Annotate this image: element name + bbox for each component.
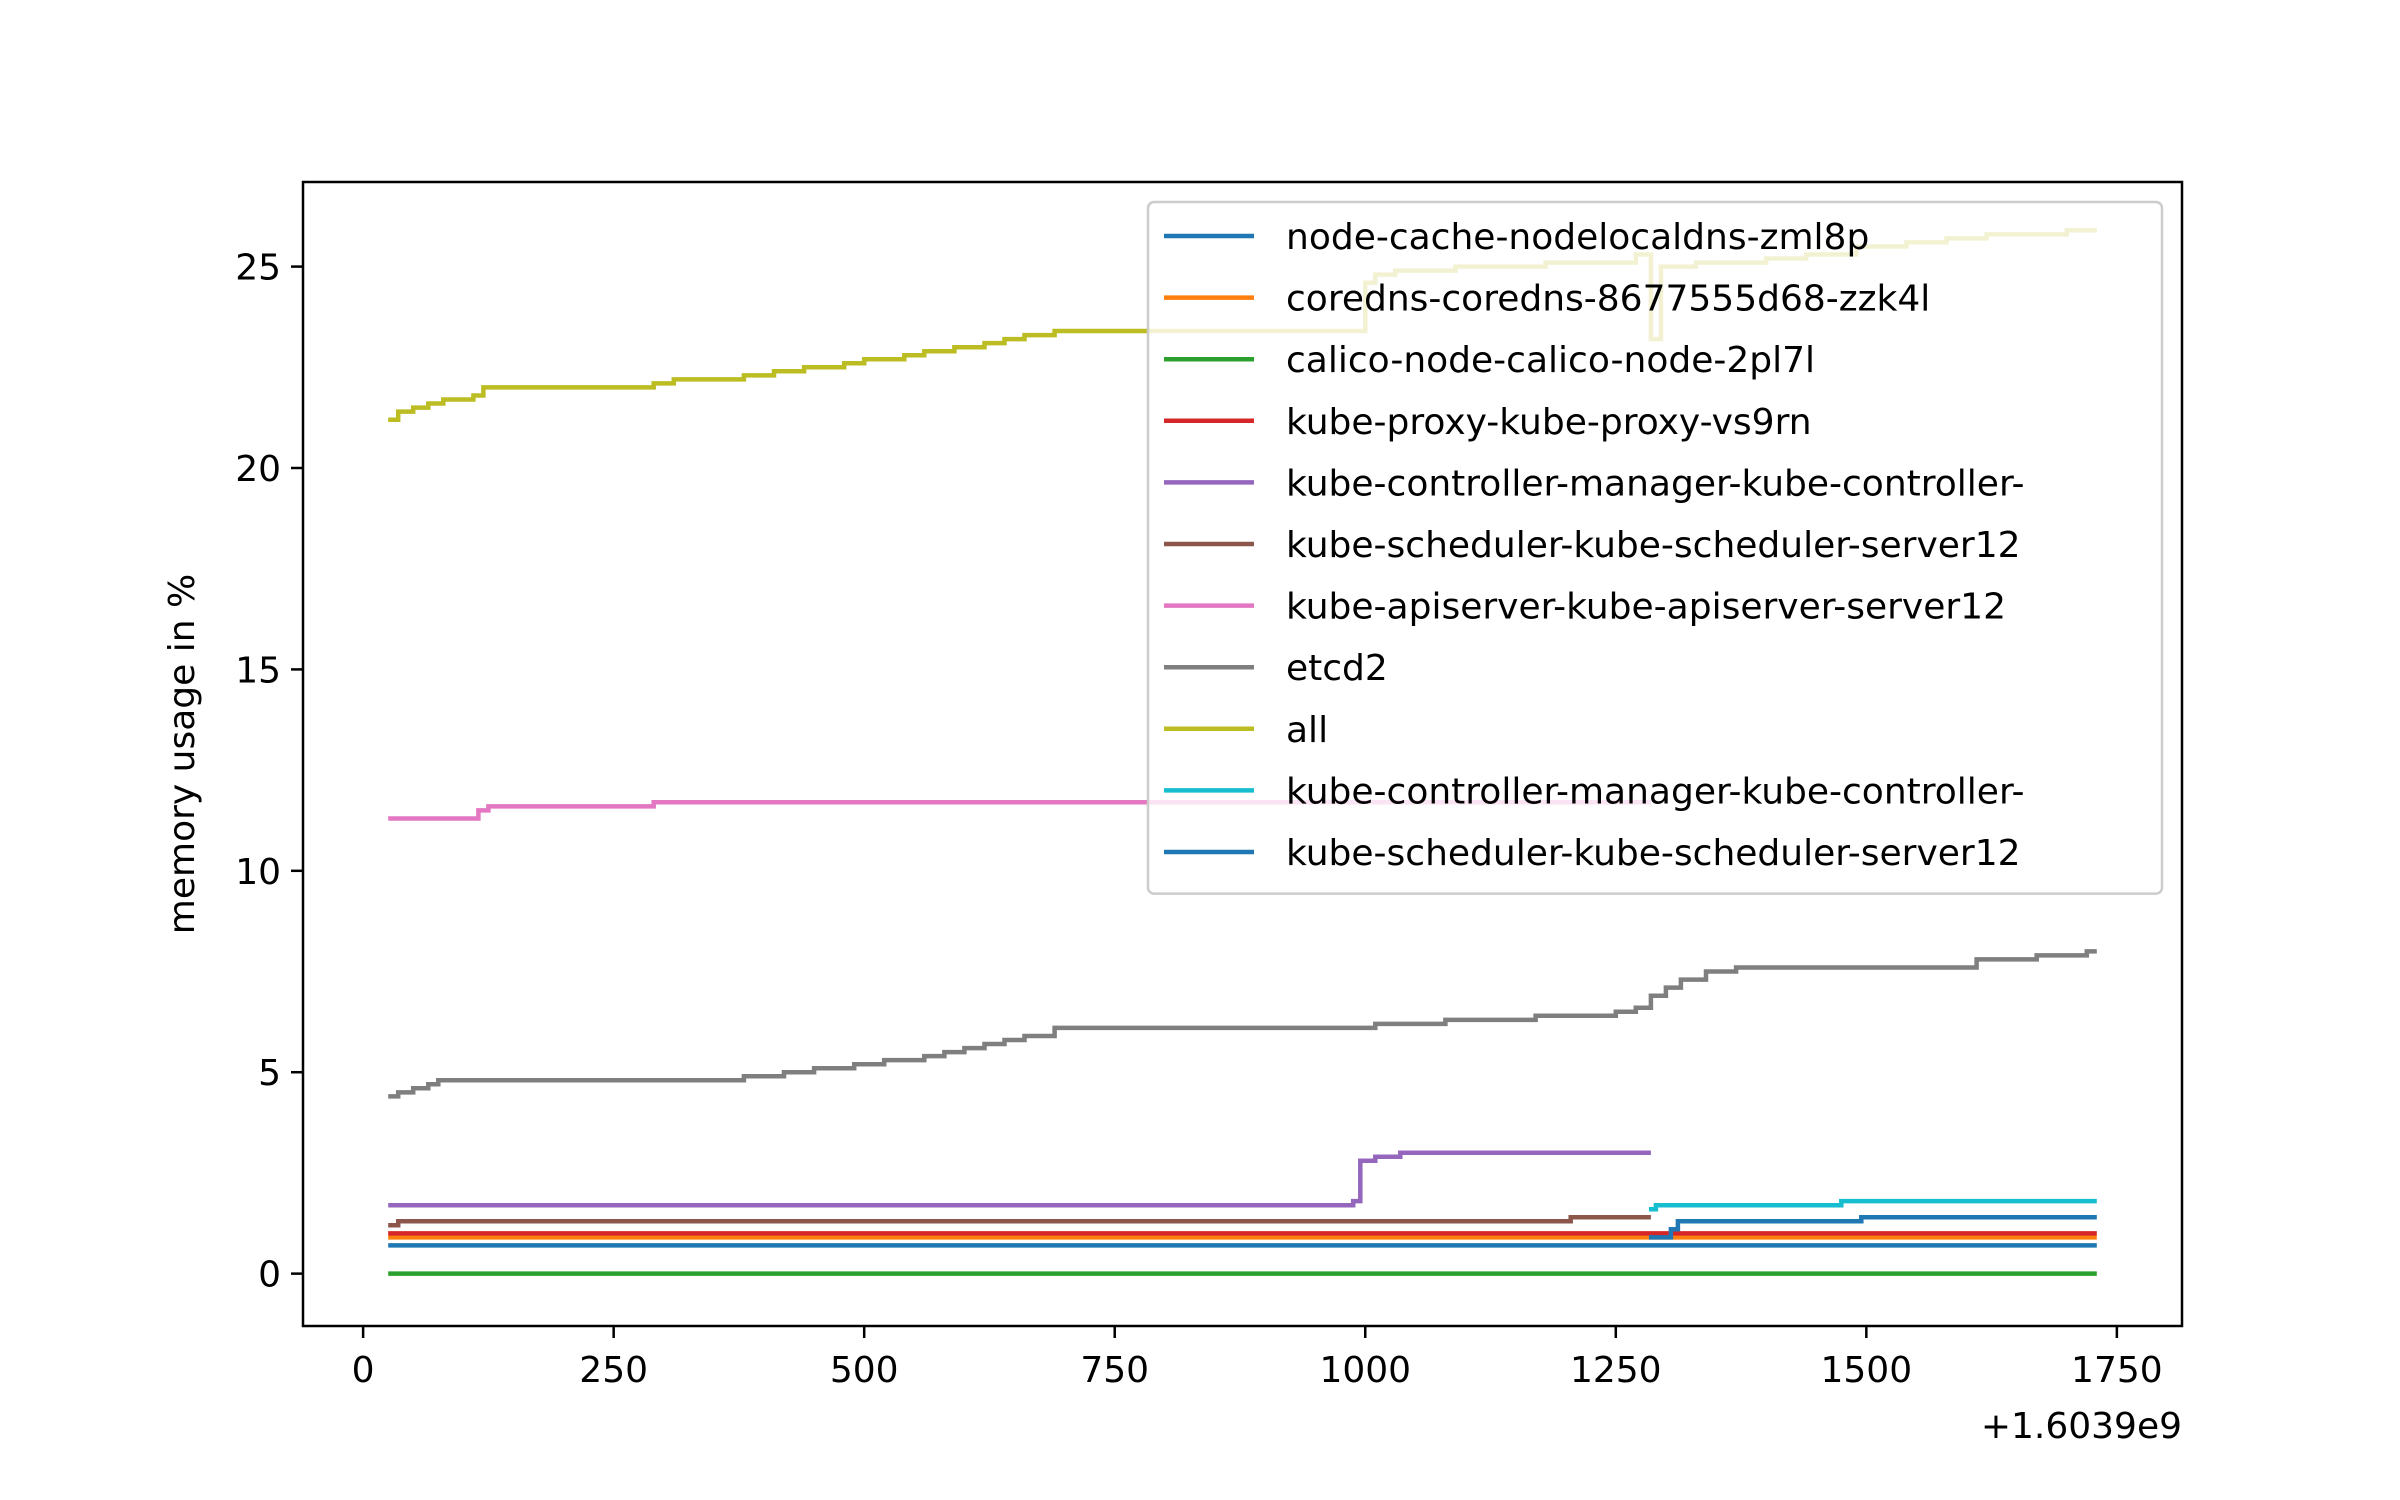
- legend-label: kube-controller-manager-kube-controller-: [1286, 463, 2024, 504]
- x-tick-label: 0: [352, 1350, 375, 1391]
- legend-label: kube-apiserver-kube-apiserver-server12: [1286, 587, 2006, 628]
- series-line-11: [1648, 1214, 2097, 1240]
- series-layer: [388, 228, 2097, 1276]
- legend-label: coredns-coredns-8677555d68-zzk4l: [1286, 279, 1930, 320]
- x-tick-label: 250: [579, 1350, 648, 1391]
- y-tick-label: 25: [235, 248, 281, 289]
- series-line-5: [388, 1150, 1651, 1208]
- x-tick-label: 1250: [1570, 1350, 1662, 1391]
- legend-label: kube-controller-manager-kube-controller-: [1286, 771, 2024, 812]
- x-tick-label: 750: [1080, 1350, 1149, 1391]
- legend-label: kube-proxy-kube-proxy-vs9rn: [1286, 402, 1812, 443]
- legend-label: node-cache-nodelocaldns-zml8p: [1286, 217, 1869, 258]
- x-tick-label: 1500: [1821, 1350, 1913, 1391]
- y-tick-label: 10: [235, 852, 281, 893]
- legend-label: kube-scheduler-kube-scheduler-server12: [1286, 833, 2021, 874]
- legend-label: all: [1286, 710, 1328, 751]
- series-line-6: [388, 1214, 1651, 1228]
- x-tick-label: 1000: [1319, 1350, 1411, 1391]
- legend-label: calico-node-calico-node-2pl7l: [1286, 340, 1815, 381]
- y-axis-label: memory usage in %: [162, 574, 203, 934]
- legend-label: etcd2: [1286, 648, 1388, 689]
- y-tick-label: 20: [235, 449, 281, 490]
- legend-frame: [1146, 200, 2164, 895]
- axes-layer: 0 250 500 750 1000 1250 1500 1750 0 5 10 15 20 25: [235, 180, 2184, 1391]
- x-tick-label: 1750: [2071, 1350, 2163, 1391]
- x-axis-offset-label: +1.6039e9: [1981, 1406, 2182, 1447]
- y-tick-label: 5: [258, 1053, 281, 1094]
- y-tick-label: 15: [235, 650, 281, 691]
- x-tick-label: 500: [830, 1350, 899, 1391]
- series-line-8: [388, 949, 2097, 1099]
- legend[interactable]: node-cache-nodelocaldns-zml8p coredns-cor…: [1146, 200, 2164, 895]
- y-tick-label: 0: [258, 1255, 281, 1296]
- plot-frame: [301, 180, 2184, 1328]
- legend-label: kube-scheduler-kube-scheduler-server12: [1286, 525, 2021, 566]
- series-line-10: [1648, 1198, 2097, 1212]
- series-line-7: [388, 800, 1651, 821]
